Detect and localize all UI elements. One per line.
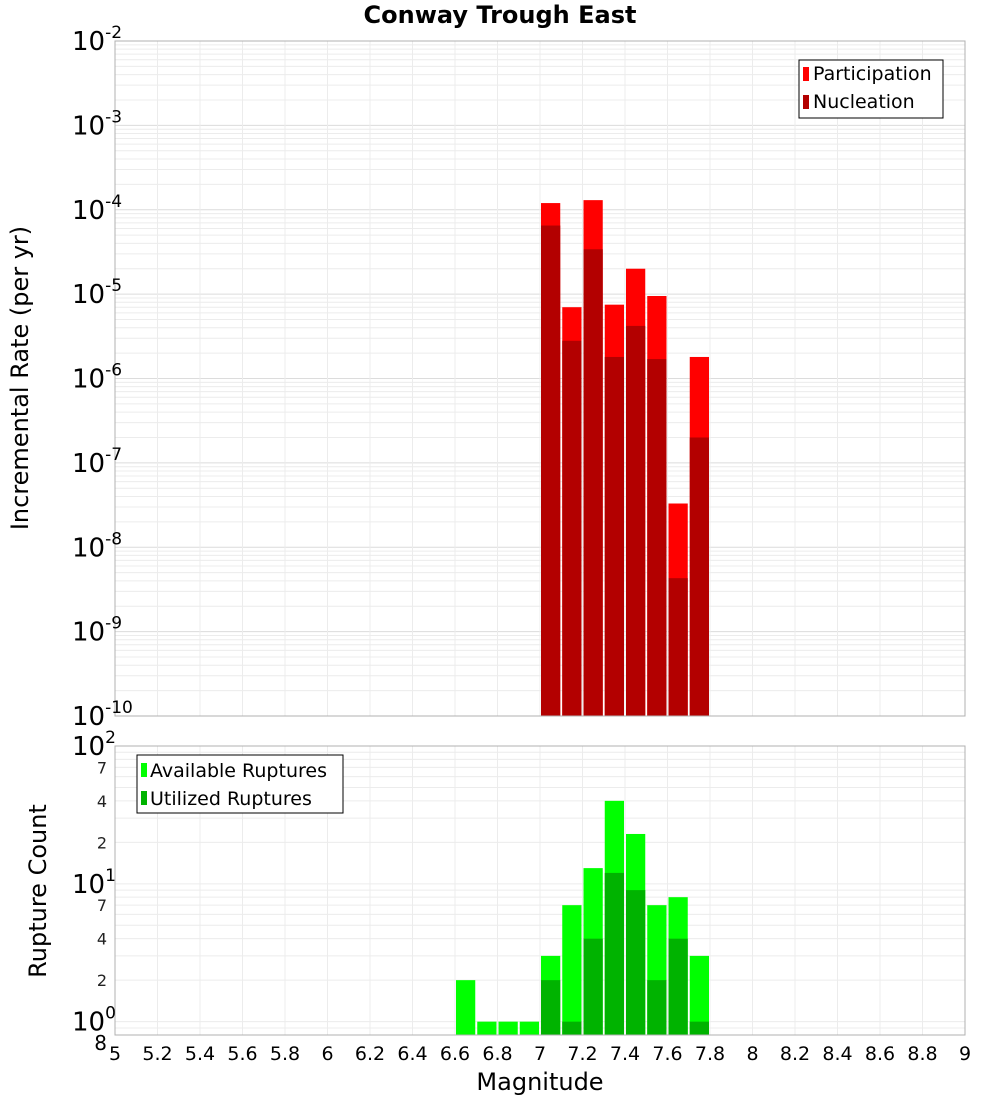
x-tick-label: 6.2 <box>355 1043 385 1065</box>
utilized-ruptures-bar <box>668 938 688 1035</box>
utilized-ruptures-bar <box>583 938 603 1035</box>
bottom-y-major-exponent: 2 <box>105 728 116 748</box>
x-tick-label: 8.6 <box>865 1043 895 1065</box>
utilized-ruptures-bar <box>562 1021 582 1035</box>
x-tick-label: 6 <box>321 1043 333 1065</box>
bottom-y-minor-label: 7 <box>97 758 107 777</box>
available-ruptures-bar <box>519 1021 539 1035</box>
bottom-legend: Available Ruptures Utilized Ruptures <box>136 754 344 814</box>
top-y-tick-label: 10-5 <box>72 276 122 310</box>
bottom-y-minor-label: 7 <box>97 896 107 915</box>
x-tick-label: 8 <box>746 1043 758 1065</box>
bottom-y-major-label: 101 <box>72 866 116 900</box>
nucleation-bar <box>647 359 667 716</box>
bottom-y-major-exponent: 1 <box>105 866 116 886</box>
chart-title: Conway Trough East <box>364 1 637 29</box>
x-tick-label: 7.6 <box>652 1043 682 1065</box>
x-tick-label: 7.4 <box>610 1043 640 1065</box>
top-y-tick-exponent: -3 <box>105 107 122 127</box>
bottom-y-major-exponent: 0 <box>105 1004 116 1024</box>
x-tick-label: 7.8 <box>695 1043 725 1065</box>
x-tick-label: 5.8 <box>270 1043 300 1065</box>
top-bars <box>541 200 709 716</box>
utilized-ruptures-bar <box>689 1021 709 1035</box>
nucleation-bar <box>689 437 709 716</box>
bottom-y-minor-label: 2 <box>97 833 107 852</box>
bottom-y-major-label: 102 <box>72 728 116 762</box>
available-ruptures-bar <box>456 980 476 1035</box>
top-y-axis-title: Incremental Rate (per yr) <box>6 226 34 530</box>
bottom-y-minor-label: 2 <box>97 971 107 990</box>
x-tick-label: 8.8 <box>907 1043 937 1065</box>
x-tick-label: 7.2 <box>567 1043 597 1065</box>
top-y-tick-exponent: -7 <box>105 445 122 465</box>
utilized-ruptures-bar <box>647 980 667 1035</box>
top-y-tick-label: 10-4 <box>72 192 122 226</box>
nucleation-bar <box>604 356 624 716</box>
bottom-y-minor-label: 4 <box>97 792 107 811</box>
top-y-tick-label: 10-10 <box>72 698 133 732</box>
bottom-plot-border <box>114 745 966 1036</box>
x-tick-label: 5.4 <box>185 1043 215 1065</box>
x-tick-label: 8.2 <box>780 1043 810 1065</box>
nucleation-bar <box>541 225 561 716</box>
legend-label-available: Available Ruptures <box>150 760 327 782</box>
x-tick-label: 9 <box>959 1043 971 1065</box>
top-y-tick-exponent: -5 <box>105 276 122 296</box>
nucleation-bar <box>583 249 603 716</box>
nucleation-bar <box>668 578 688 716</box>
x-tick-label: 6.6 <box>440 1043 470 1065</box>
bottom-bars <box>456 800 709 1035</box>
legend-swatch-nucleation <box>803 95 809 109</box>
nucleation-bar <box>626 325 646 716</box>
x-tick-labels: 5 5.2 5.4 5.6 5.8 6 6.2 6.4 6.6 6.8 7 7.2 7.4 7.6 7.8 8… <box>109 1043 971 1065</box>
top-legend: Participation Nucleation <box>798 59 944 119</box>
x-tick-label: 6.4 <box>397 1043 427 1065</box>
x-tick-label: 5 <box>109 1043 121 1065</box>
available-ruptures-bar <box>689 955 709 1035</box>
bottom-legend-box <box>136 754 344 814</box>
legend-label-nucleation: Nucleation <box>813 91 915 113</box>
bottom-y-minor-label: 4 <box>97 930 107 949</box>
x-tick-label: 7 <box>534 1043 546 1065</box>
utilized-ruptures-bar <box>604 872 624 1035</box>
top-y-tick-exponent: -2 <box>105 23 122 43</box>
top-y-tick-exponent: -9 <box>105 614 122 634</box>
utilized-ruptures-bar <box>626 890 646 1035</box>
legend-swatch-participation <box>803 67 809 81</box>
x-tick-label: 6.8 <box>482 1043 512 1065</box>
utilized-ruptures-bar <box>541 980 561 1035</box>
top-y-tick-exponent: -8 <box>105 529 122 549</box>
available-ruptures-bar <box>477 1021 497 1035</box>
legend-swatch-available <box>141 763 147 777</box>
x-tick-label: 5.2 <box>142 1043 172 1065</box>
top-y-tick-exponent: -4 <box>105 192 122 212</box>
available-ruptures-bar <box>562 905 582 1035</box>
top-y-tick-label: 10-6 <box>72 361 122 395</box>
legend-label-utilized: Utilized Ruptures <box>150 788 312 810</box>
top-legend-box <box>798 59 944 119</box>
available-ruptures-bar <box>498 1021 518 1035</box>
bottom-y-minor-label: 8 <box>94 1031 107 1055</box>
legend-label-participation: Participation <box>813 63 932 85</box>
top-gridlines <box>114 41 966 717</box>
nucleation-bar <box>562 340 582 716</box>
x-tick-label: 5.6 <box>227 1043 257 1065</box>
top-y-tick-exponent: -10 <box>105 698 133 718</box>
top-plot-border <box>114 40 966 717</box>
top-y-tick-exponent: -6 <box>105 361 122 381</box>
x-tick-label: 8.4 <box>822 1043 852 1065</box>
bottom-y-axis-title: Rupture Count <box>24 804 52 978</box>
legend-swatch-utilized <box>141 791 147 805</box>
top-y-tick-label: 10-2 <box>72 23 122 57</box>
x-axis-title: Magnitude <box>476 1068 603 1096</box>
